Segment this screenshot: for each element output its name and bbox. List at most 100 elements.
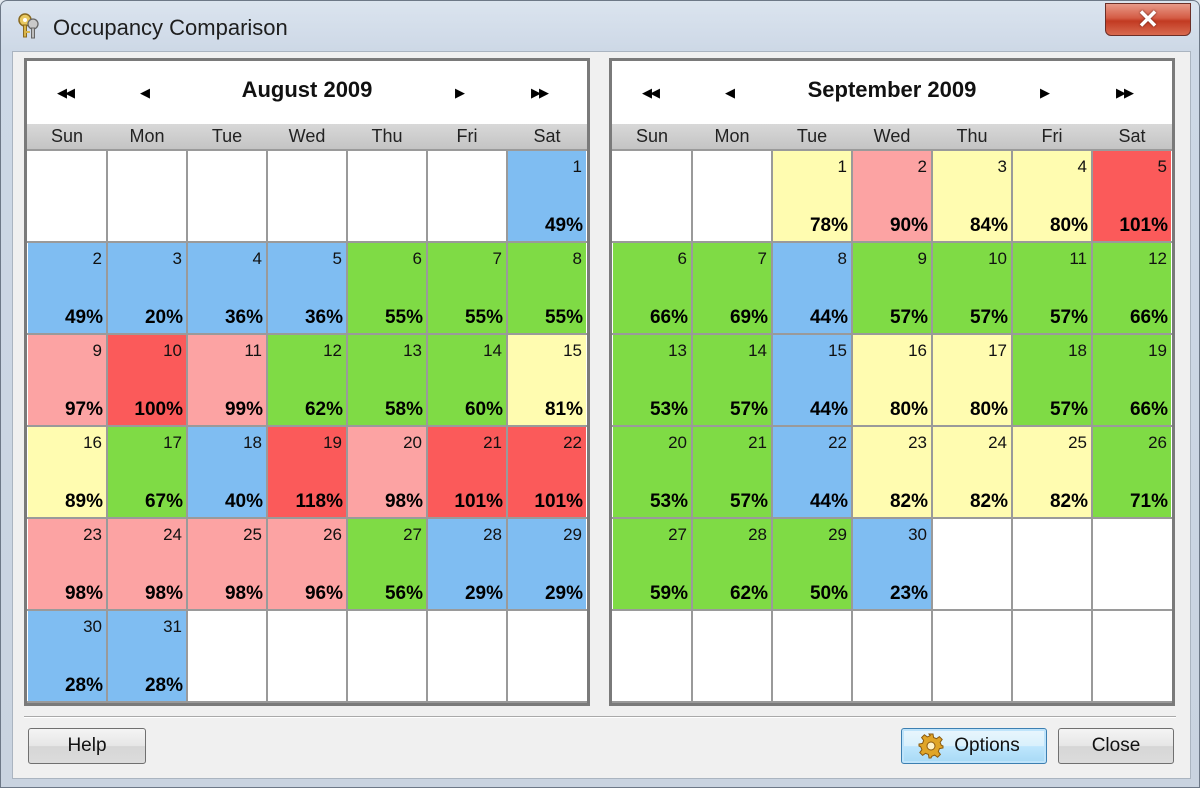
day-number: 8: [837, 249, 847, 268]
day-cell[interactable]: 27 56%: [348, 519, 426, 609]
day-cell[interactable]: 13 53%: [613, 335, 691, 425]
day-cell[interactable]: 25 98%: [188, 519, 266, 609]
grid-line: [612, 241, 1172, 243]
day-cell[interactable]: 5 36%: [268, 243, 346, 333]
day-cell[interactable]: 7 55%: [428, 243, 506, 333]
day-cell[interactable]: 28 62%: [693, 519, 771, 609]
day-cell[interactable]: 31 28%: [108, 611, 186, 701]
day-cell[interactable]: 19 118%: [268, 427, 346, 517]
day-cell[interactable]: 22 44%: [773, 427, 851, 517]
occupancy-percent: 98%: [64, 583, 103, 604]
occupancy-percent: 53%: [649, 491, 688, 512]
occupancy-percent: 60%: [464, 399, 503, 420]
day-cell[interactable]: 3 20%: [108, 243, 186, 333]
day-cell[interactable]: 21 101%: [428, 427, 506, 517]
empty-cell: [268, 611, 346, 701]
first-page-icon[interactable]: ◀◀: [57, 85, 75, 100]
help-button-label: Help: [67, 735, 107, 756]
day-cell[interactable]: 9 97%: [28, 335, 106, 425]
day-cell[interactable]: 15 81%: [508, 335, 586, 425]
day-cell[interactable]: 30 23%: [853, 519, 931, 609]
day-cell[interactable]: 24 82%: [933, 427, 1011, 517]
occupancy-percent: 90%: [889, 215, 928, 236]
day-cell[interactable]: 2 49%: [28, 243, 106, 333]
day-cell[interactable]: 28 29%: [428, 519, 506, 609]
day-cell[interactable]: 24 98%: [108, 519, 186, 609]
day-cell[interactable]: 26 96%: [268, 519, 346, 609]
day-cell[interactable]: 17 67%: [108, 427, 186, 517]
window-close-button[interactable]: ✕: [1105, 3, 1191, 36]
occupancy-percent: 98%: [224, 583, 263, 604]
day-cell[interactable]: 11 99%: [188, 335, 266, 425]
day-cell[interactable]: 21 57%: [693, 427, 771, 517]
day-cell[interactable]: 30 28%: [28, 611, 106, 701]
day-cell[interactable]: 26 71%: [1093, 427, 1171, 517]
day-cell[interactable]: 17 80%: [933, 335, 1011, 425]
day-number: 15: [828, 341, 847, 360]
day-cell[interactable]: 29 29%: [508, 519, 586, 609]
day-cell[interactable]: 14 57%: [693, 335, 771, 425]
day-number: 2: [917, 157, 927, 176]
day-cell[interactable]: 23 82%: [853, 427, 931, 517]
day-cell[interactable]: 14 60%: [428, 335, 506, 425]
grid-line: [771, 149, 773, 701]
day-number: 14: [483, 341, 502, 360]
day-cell[interactable]: 13 58%: [348, 335, 426, 425]
day-cell[interactable]: 16 89%: [28, 427, 106, 517]
day-cell[interactable]: 6 55%: [348, 243, 426, 333]
title-bar[interactable]: Occupancy Comparison ✕: [1, 1, 1199, 53]
day-cell[interactable]: 22 101%: [508, 427, 586, 517]
next-month-icon[interactable]: ▶: [455, 85, 465, 100]
empty-cell: [773, 611, 851, 701]
day-number: 28: [483, 525, 502, 544]
day-number: 1: [572, 157, 582, 176]
grid-line: [266, 149, 268, 701]
day-cell[interactable]: 1 49%: [508, 151, 586, 241]
day-cell[interactable]: 5 101%: [1093, 151, 1171, 241]
occupancy-percent: 98%: [144, 583, 183, 604]
day-cell[interactable]: 16 80%: [853, 335, 931, 425]
day-cell[interactable]: 4 36%: [188, 243, 266, 333]
help-button[interactable]: Help: [28, 728, 146, 764]
day-cell[interactable]: 18 40%: [188, 427, 266, 517]
occupancy-percent: 28%: [144, 675, 183, 696]
day-cell[interactable]: 10 57%: [933, 243, 1011, 333]
weekday-label: Thu: [371, 126, 403, 146]
day-cell[interactable]: 2 90%: [853, 151, 931, 241]
options-button[interactable]: Options: [901, 728, 1047, 764]
day-cell[interactable]: 4 80%: [1013, 151, 1091, 241]
day-cell[interactable]: 1 78%: [773, 151, 851, 241]
last-page-icon[interactable]: ▶▶: [1116, 85, 1134, 100]
day-cell[interactable]: 18 57%: [1013, 335, 1091, 425]
first-page-icon[interactable]: ◀◀: [642, 85, 660, 100]
day-cell[interactable]: 12 66%: [1093, 243, 1171, 333]
day-cell[interactable]: 25 82%: [1013, 427, 1091, 517]
day-cell[interactable]: 6 66%: [613, 243, 691, 333]
day-cell[interactable]: 11 57%: [1013, 243, 1091, 333]
day-cell[interactable]: 10 100%: [108, 335, 186, 425]
day-cell[interactable]: 27 59%: [613, 519, 691, 609]
day-number: 26: [323, 525, 342, 544]
occupancy-percent: 66%: [1129, 399, 1168, 420]
day-cell[interactable]: 7 69%: [693, 243, 771, 333]
day-cell[interactable]: 3 84%: [933, 151, 1011, 241]
grid-line: [186, 149, 188, 701]
close-button[interactable]: Close: [1058, 728, 1174, 764]
empty-cell: [853, 611, 931, 701]
day-cell[interactable]: 8 55%: [508, 243, 586, 333]
weekday-label: Mon: [714, 126, 750, 146]
next-month-icon[interactable]: ▶: [1040, 85, 1050, 100]
previous-month-icon[interactable]: ◀: [725, 85, 735, 100]
day-cell[interactable]: 23 98%: [28, 519, 106, 609]
day-cell[interactable]: 20 53%: [613, 427, 691, 517]
day-cell[interactable]: 20 98%: [348, 427, 426, 517]
day-cell[interactable]: 15 44%: [773, 335, 851, 425]
last-page-icon[interactable]: ▶▶: [531, 85, 549, 100]
day-cell[interactable]: 19 66%: [1093, 335, 1171, 425]
day-cell[interactable]: 9 57%: [853, 243, 931, 333]
occupancy-percent: 57%: [1049, 399, 1088, 420]
previous-month-icon[interactable]: ◀: [140, 85, 150, 100]
day-cell[interactable]: 12 62%: [268, 335, 346, 425]
day-cell[interactable]: 29 50%: [773, 519, 851, 609]
day-cell[interactable]: 8 44%: [773, 243, 851, 333]
